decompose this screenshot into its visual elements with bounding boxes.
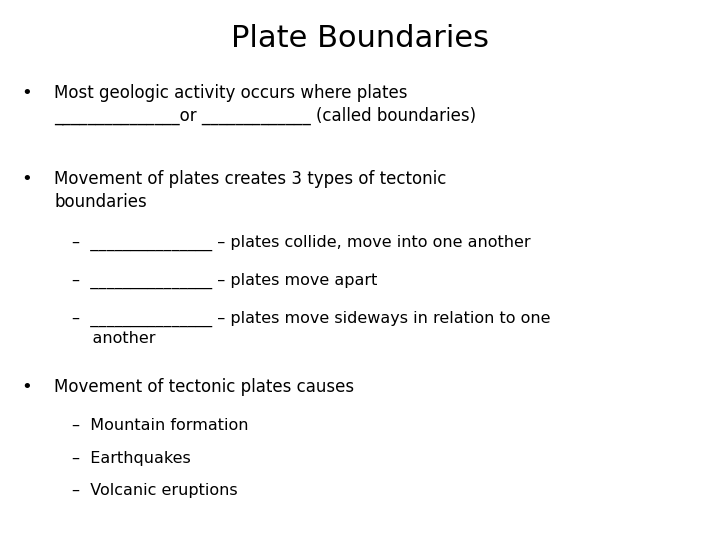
Text: –  Volcanic eruptions: – Volcanic eruptions [72,483,238,498]
Text: •: • [22,170,32,188]
Text: –  Earthquakes: – Earthquakes [72,451,191,466]
Text: Movement of tectonic plates causes: Movement of tectonic plates causes [54,378,354,396]
Text: •: • [22,84,32,102]
Text: Plate Boundaries: Plate Boundaries [231,24,489,53]
Text: •: • [22,378,32,396]
Text: Most geologic activity occurs where plates
_______________or _____________ (call: Most geologic activity occurs where plat… [54,84,476,125]
Text: –  _______________ – plates collide, move into one another: – _______________ – plates collide, move… [72,235,531,251]
Text: Movement of plates creates 3 types of tectonic
boundaries: Movement of plates creates 3 types of te… [54,170,446,211]
Text: –  _______________ – plates move sideways in relation to one
    another: – _______________ – plates move sideways… [72,310,551,346]
Text: –  Mountain formation: – Mountain formation [72,418,248,434]
Text: –  _______________ – plates move apart: – _______________ – plates move apart [72,273,377,289]
